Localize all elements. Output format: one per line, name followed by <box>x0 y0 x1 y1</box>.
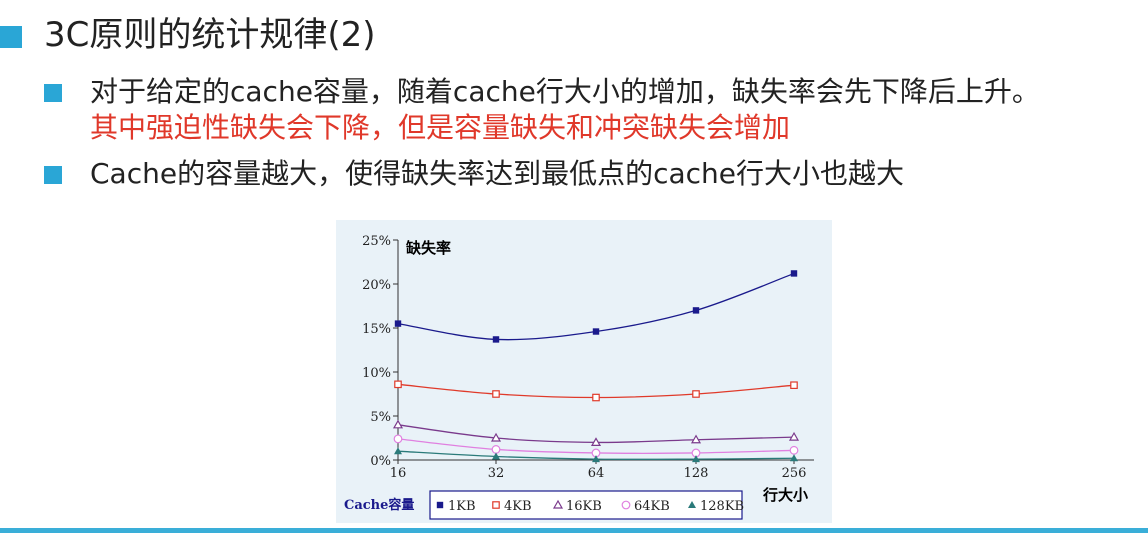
data-point-4KB <box>394 380 402 389</box>
footer-rule <box>0 528 1148 533</box>
data-point-1KB <box>394 320 402 327</box>
chart-axes: 0% 5% 10% 15% 20% 25% 16 32 64 128 256 <box>362 234 814 481</box>
data-point-16KB <box>590 437 602 446</box>
bullet-marker-2 <box>44 166 62 184</box>
title-bullet <box>0 26 22 48</box>
miss-rate-chart: 0% 5% 10% 15% 20% 25% 16 32 64 128 256 缺失率 行大小 Cac… <box>344 234 814 520</box>
y-axis-label: 缺失率 <box>405 239 451 257</box>
data-point-128KB <box>492 452 500 460</box>
slide-title: 3C原则的统计规律(2) <box>44 15 376 55</box>
y-tick-label: 0% <box>370 454 391 469</box>
data-point-128KB <box>692 455 700 463</box>
bullet-marker-1 <box>44 84 62 102</box>
data-point-1KB <box>592 328 600 335</box>
data-point-64KB <box>789 445 799 455</box>
data-point-64KB <box>393 434 403 444</box>
y-tick-label: 5% <box>370 410 391 425</box>
legend-marker-128KB <box>688 501 696 508</box>
data-point-64KB <box>491 445 501 454</box>
x-axis-label: 行大小 <box>762 486 808 504</box>
legend-label-1KB: 1KB <box>448 499 476 514</box>
y-tick-label: 15% <box>362 322 391 337</box>
legend-label-64KB: 64KB <box>634 499 670 514</box>
x-tick-label: 16 <box>390 466 407 481</box>
data-point-128KB <box>592 455 600 463</box>
data-point-16KB <box>490 432 502 442</box>
chart-panel <box>336 220 832 523</box>
bullet-2-line-1: Cache的容量越大，使得缺失率达到最低点的cache行大小也越大 <box>90 157 904 190</box>
legend-label-4KB: 4KB <box>504 499 532 514</box>
x-tick-label: 256 <box>782 466 807 481</box>
y-tick-label: 25% <box>362 234 391 249</box>
legend-marker-1KB <box>436 501 444 509</box>
y-tick-label: 20% <box>362 278 391 293</box>
data-point-16KB <box>690 434 702 444</box>
x-tick-label: 32 <box>488 466 505 481</box>
bullet-1-line-1: 对于给定的cache容量，随着cache行大小的增加，缺失率会先下降后上升。 <box>90 75 1040 108</box>
data-point-4KB <box>492 390 500 398</box>
chart-legend: 1KB 4KB 16KB 64KB 128KB <box>436 499 744 514</box>
data-point-4KB <box>790 381 798 390</box>
data-point-16KB <box>392 419 404 429</box>
data-point-16KB <box>788 431 800 441</box>
legend-marker-16KB <box>552 499 564 509</box>
data-point-4KB <box>592 393 600 402</box>
bullet-1-line-2: 其中强迫性缺失会下降，但是容量缺失和冲突缺失会增加 <box>90 111 791 144</box>
data-point-1KB <box>692 307 700 314</box>
data-point-1KB <box>790 270 798 277</box>
data-point-1KB <box>492 336 500 343</box>
data-point-4KB <box>692 390 700 398</box>
y-tick-label: 10% <box>362 366 391 381</box>
legend-label-16KB: 16KB <box>566 499 602 514</box>
data-point-128KB <box>790 454 798 462</box>
legend-title: Cache容量 <box>344 497 414 513</box>
chart-series <box>392 270 800 463</box>
legend-marker-4KB <box>492 501 500 509</box>
x-tick-label: 64 <box>588 466 605 481</box>
data-point-128KB <box>394 447 402 455</box>
x-tick-label: 128 <box>684 466 709 481</box>
legend-marker-64KB <box>621 500 631 510</box>
legend-label-128KB: 128KB <box>700 499 744 514</box>
